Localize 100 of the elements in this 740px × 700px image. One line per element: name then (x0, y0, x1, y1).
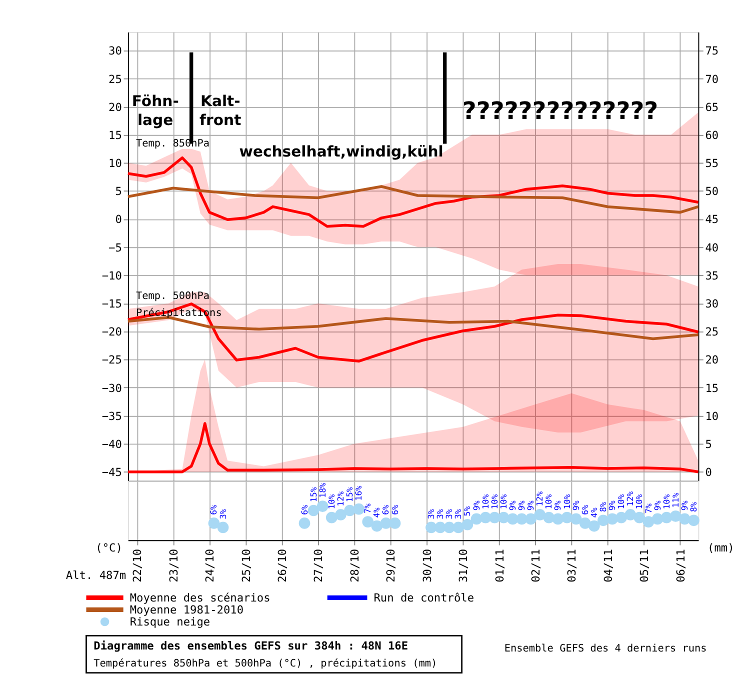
y-tick-label: −30 (102, 382, 122, 395)
y-tick-label: −40 (102, 438, 122, 451)
y2-tick-label: 65 (705, 100, 719, 114)
y-tick-label: −25 (102, 354, 122, 367)
data-label: 10% (661, 494, 672, 510)
data-label: 6% (580, 504, 590, 515)
data-label: 10% (562, 494, 572, 510)
data-label: 9% (679, 500, 690, 511)
data-label: 9% (516, 500, 527, 511)
y-tick-label: 20 (108, 100, 122, 114)
text: Diagramme des ensembles GEFS sur 384h : 48N 16E (94, 640, 408, 653)
text: Températures 850hPa et 500hPa (°C) , précipitations (mm) (94, 657, 438, 670)
y2-tick-label: 75 (705, 44, 719, 58)
data-label: 7% (362, 503, 373, 514)
data-label: 9% (570, 500, 581, 511)
data-label: 8% (598, 502, 608, 512)
x-tick-label: 06/11 (674, 548, 688, 582)
data-label: 9% (471, 500, 482, 511)
data-label: 10% (544, 494, 554, 510)
y2-tick-label: 70 (705, 72, 719, 86)
data-label: 15% (308, 487, 318, 502)
data-label: 10% (480, 494, 490, 510)
y-tick-label: 30 (108, 44, 122, 58)
annotation: wechselhaft,windig,kühl (239, 144, 444, 161)
data-label: 6% (390, 504, 400, 515)
y2-tick-label: 10 (705, 410, 719, 423)
y2-tick-label: 20 (705, 354, 719, 367)
y-tick-label: 5 (115, 185, 122, 198)
text: Alt. 487m (66, 569, 126, 582)
data-label: 15% (344, 487, 355, 502)
x-tick-label: 30/10 (420, 548, 434, 582)
data-label: 12% (534, 491, 545, 506)
data-label: 6% (208, 504, 219, 515)
data-label: 4% (372, 508, 382, 518)
x-tick-label: 27/10 (312, 548, 326, 582)
data-label: 10% (498, 494, 508, 510)
y-tick-label: −15 (102, 297, 122, 310)
data-label: 5% (462, 506, 472, 516)
data-label: 9% (507, 500, 518, 511)
y2-tick-label: 0 (705, 466, 712, 480)
data-label: 6% (380, 504, 391, 515)
y2-tick-label: 25 (705, 326, 719, 339)
legend-label: Moyenne des scénarios (130, 591, 270, 604)
data-label: 9% (526, 500, 536, 511)
x-tick-label: 01/11 (493, 548, 506, 582)
data-label: 3% (453, 509, 464, 520)
y2-tick-label: 15 (705, 382, 719, 395)
data-label: 6% (299, 504, 310, 515)
x-tick-label: 22/10 (131, 548, 144, 582)
x-tick-label: 28/10 (348, 548, 362, 582)
y2-tick-label: 45 (705, 213, 719, 226)
annotation: Föhn- lage (132, 92, 179, 130)
data-label: 3% (218, 509, 228, 520)
x-tick-label: 29/10 (384, 548, 398, 582)
data-label: 16% (354, 486, 364, 501)
text: Ensemble GEFS des 4 derniers runs (504, 643, 707, 654)
data-label: 9% (552, 500, 563, 511)
annotation: ?????????????? (462, 97, 658, 126)
x-tick-label: 02/11 (530, 548, 542, 582)
data-label: 12% (625, 491, 636, 506)
legend-label: Moyenne 1981-2010 (130, 603, 244, 616)
annotation: Temp. 500hPa (136, 291, 210, 302)
data-label: 7% (643, 503, 654, 514)
data-label: 9% (607, 500, 618, 511)
text: Run de contrôle (374, 591, 474, 604)
y2-tick-label: 30 (705, 297, 719, 310)
x-tick-label: 24/10 (204, 548, 217, 582)
data-label: 8% (688, 502, 699, 512)
data-label: 18% (317, 482, 328, 498)
y-tick-label: −5 (108, 241, 122, 254)
x-tick-label: 03/11 (566, 548, 579, 582)
data-label: 10% (489, 494, 500, 510)
y-tick-label: 10 (108, 157, 122, 170)
data-label: 9% (652, 500, 662, 511)
text: (°C) (96, 541, 122, 554)
data-label: 3% (435, 509, 446, 520)
x-tick-label: 26/10 (276, 548, 290, 582)
legend-label: Risque neige (130, 615, 210, 628)
y2-tick-label: 50 (705, 185, 719, 198)
data-label: 10% (616, 494, 626, 510)
y2-tick-label: 55 (705, 157, 719, 170)
y-tick-label: 0 (115, 213, 122, 226)
y-tick-label: −35 (102, 410, 122, 423)
y-tick-label: −20 (102, 326, 122, 339)
data-label: 11% (670, 492, 680, 508)
data-label: 10% (326, 494, 336, 510)
data-label: 4% (588, 508, 599, 518)
y-tick-label: 25 (108, 72, 122, 86)
x-tick-label: 05/11 (638, 548, 652, 582)
x-tick-label: 31/10 (457, 548, 470, 582)
y2-tick-label: 40 (705, 241, 719, 254)
text: (mm) (708, 541, 734, 554)
x-tick-label: 25/10 (240, 548, 253, 582)
data-label: 10% (634, 494, 644, 510)
data-label: 3% (426, 509, 436, 520)
y-tick-label: −45 (102, 466, 122, 480)
y2-tick-label: 60 (705, 128, 719, 142)
x-tick-label: 23/10 (167, 548, 180, 582)
data-label: 3% (444, 509, 454, 520)
data-label: 12% (335, 491, 346, 506)
